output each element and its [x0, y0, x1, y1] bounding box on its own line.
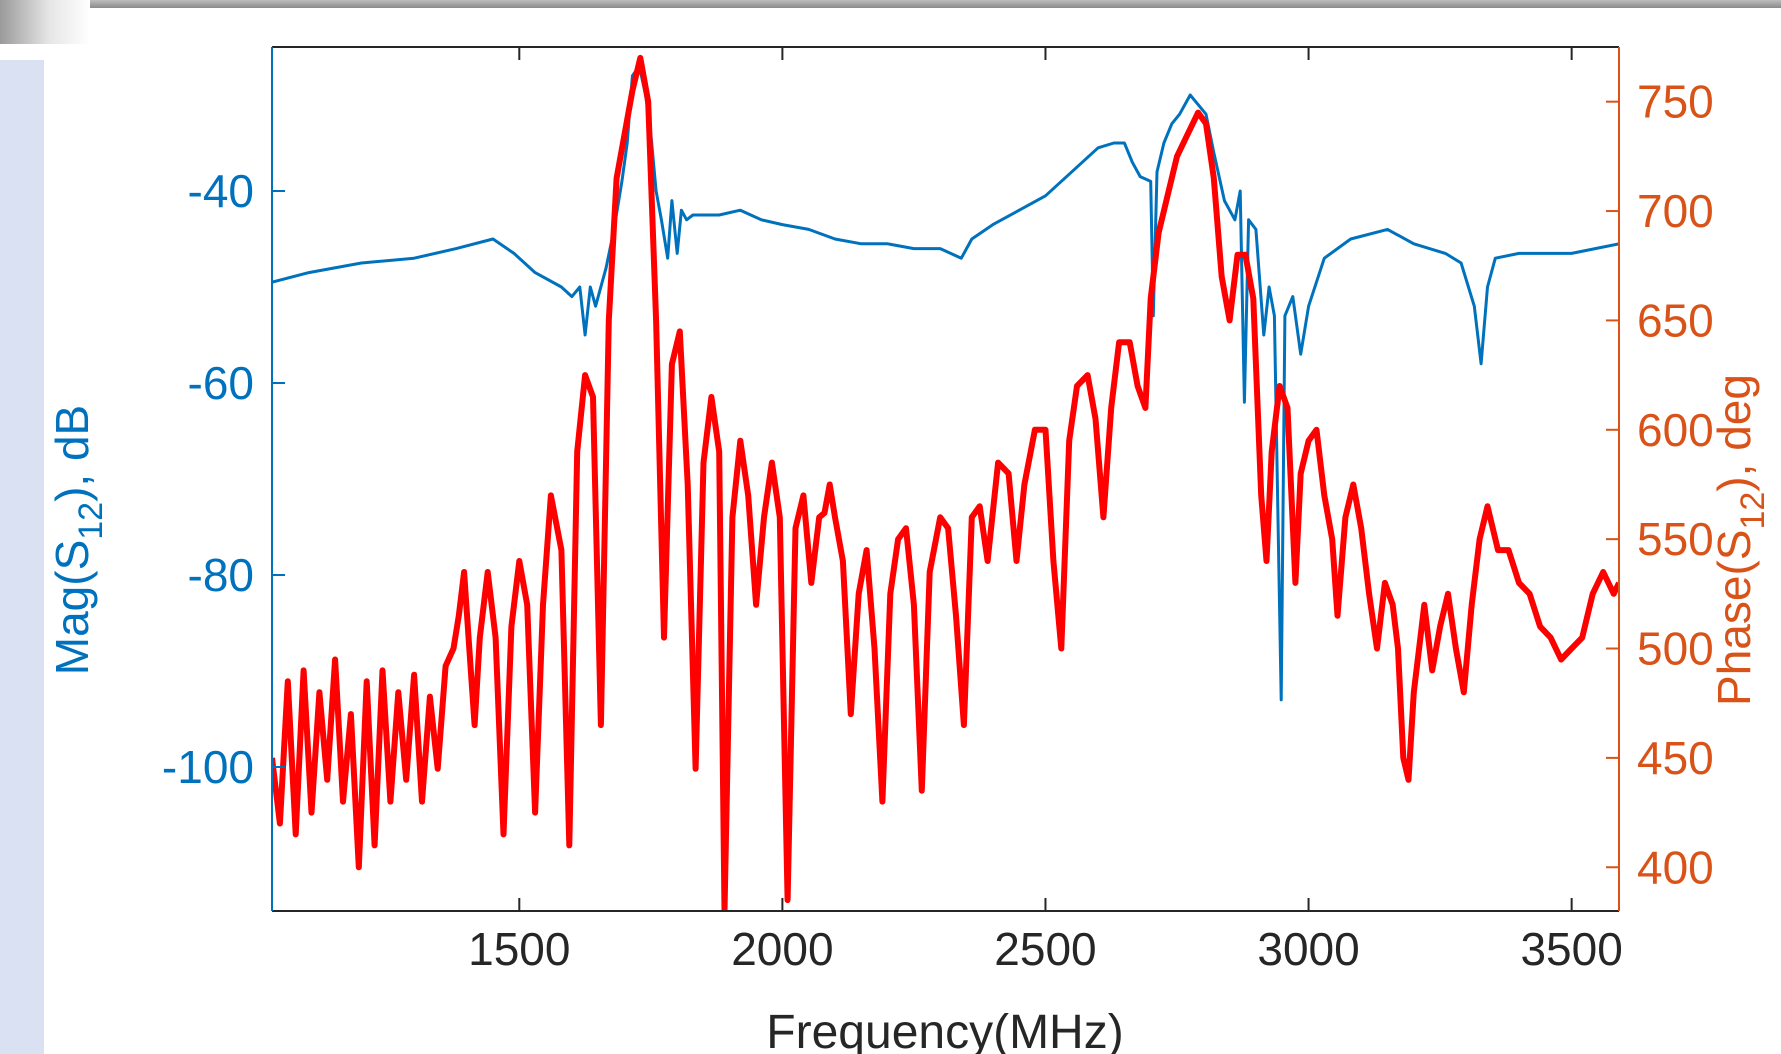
right-axis-label: Phase(S12), deg — [1708, 374, 1772, 706]
right-tick-label: 550 — [1637, 513, 1714, 565]
right-axis-label-sub: 12 — [1734, 492, 1772, 530]
right-tick-label: 750 — [1637, 76, 1714, 128]
slide-left-strip — [0, 60, 44, 1054]
right-tick-label: 600 — [1637, 404, 1714, 456]
right-tick-label: 500 — [1637, 623, 1714, 675]
slide-corner-decoration — [0, 0, 90, 44]
plot-content — [272, 54, 1619, 911]
magnitude-series-line — [272, 64, 1619, 702]
right-axis-label-tail: ), deg — [1708, 374, 1760, 492]
right-tick-label: 650 — [1637, 294, 1714, 346]
x-tick-label: 3500 — [1520, 923, 1622, 975]
right-tick-label: 700 — [1637, 185, 1714, 237]
left-axis-label-tail: ), dB — [46, 405, 98, 502]
right-tick-label: 450 — [1637, 732, 1714, 784]
x-tick-label: 3000 — [1257, 923, 1359, 975]
x-tick-label: 1500 — [468, 923, 570, 975]
window-top-bar — [0, 0, 1781, 8]
plot-area — [272, 47, 1619, 911]
phase-series-line — [272, 54, 1619, 911]
left-axis-label-base: Mag(S — [46, 540, 98, 675]
x-tick-label: 2000 — [731, 923, 833, 975]
left-tick-label: -60 — [188, 357, 254, 409]
left-tick-label: -40 — [188, 165, 254, 217]
right-axis-label-base: Phase(S — [1708, 530, 1760, 706]
left-axis-label: Mag(S12), dB — [46, 405, 110, 675]
axes-layer: 1500 2000 2500 3000 3500 -40 -60 -80 -100 750 700 6… — [162, 46, 1714, 975]
left-tick-label: -100 — [162, 741, 254, 793]
right-tick-label: 400 — [1637, 841, 1714, 893]
left-tick-label: -80 — [188, 549, 254, 601]
left-axis-label-sub: 12 — [72, 502, 110, 540]
x-axis-label: Frequency(MHz) — [766, 1006, 1123, 1054]
x-tick-label: 2500 — [994, 923, 1096, 975]
